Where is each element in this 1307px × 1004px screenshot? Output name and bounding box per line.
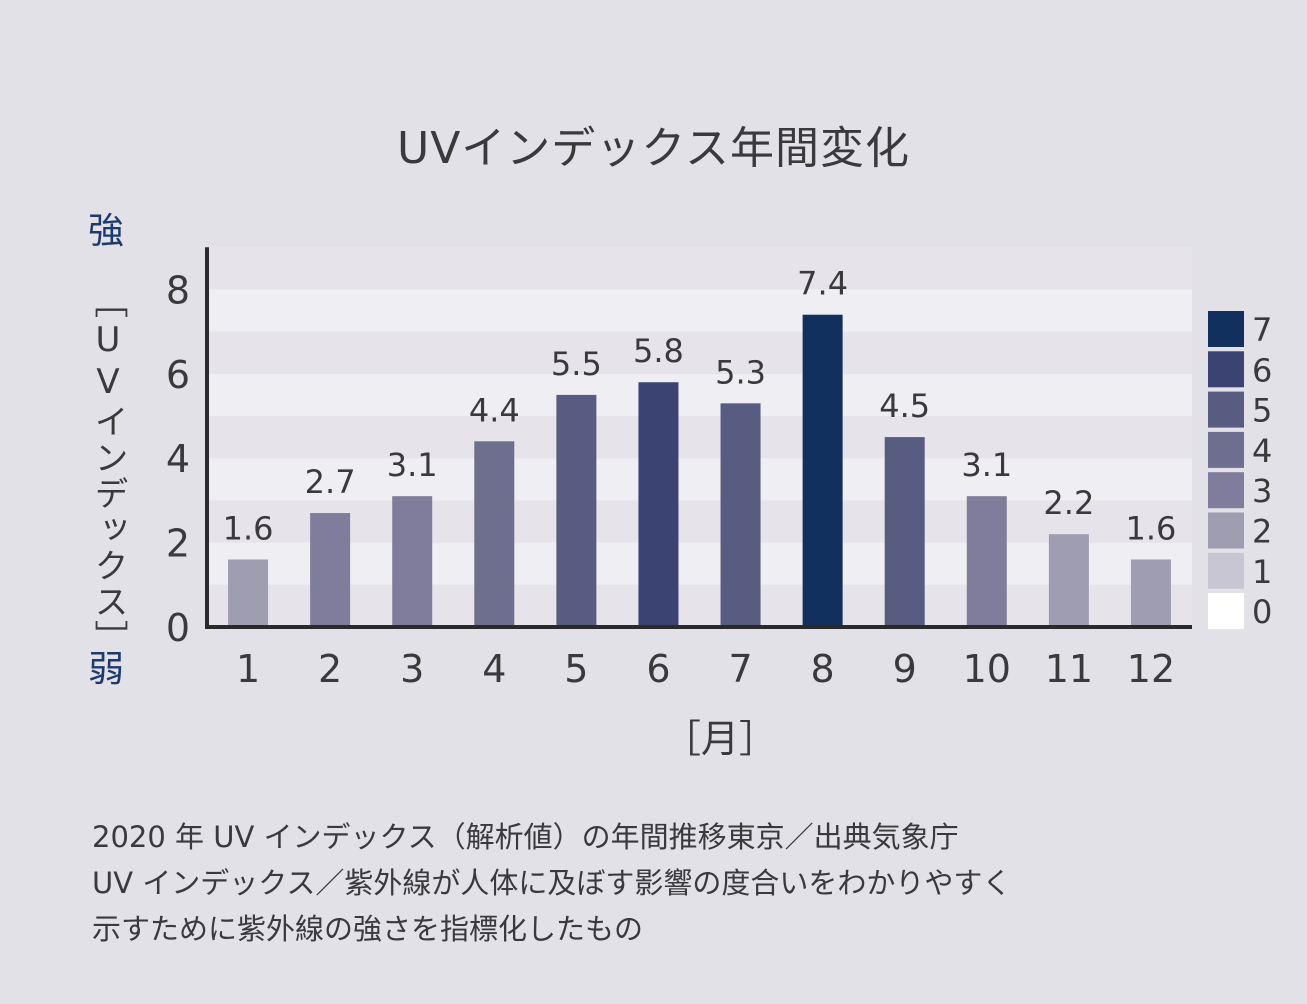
data-label: 5.3: [715, 353, 766, 391]
data-label: 3.1: [387, 446, 438, 484]
legend-swatch-6: [1208, 351, 1244, 388]
data-label: 4.5: [879, 387, 930, 425]
grid-band: [207, 458, 1192, 501]
legend-swatch-4: [1208, 431, 1244, 468]
footnote-line-1: 2020 年 UV インデックス（解析値）の年間推移東京／出典気象庁: [92, 820, 959, 854]
bar-month-4: [474, 441, 515, 627]
legend-label: 5: [1252, 392, 1272, 430]
data-label: 2.7: [305, 463, 356, 501]
bar-month-7: [720, 403, 761, 627]
grid-band: [207, 373, 1192, 416]
bar-month-1: [228, 559, 269, 627]
grid-band: [207, 584, 1192, 627]
x-tick-label: 5: [564, 647, 588, 691]
x-tick-label: 2: [318, 647, 342, 691]
legend-swatch-3: [1208, 472, 1244, 509]
weak-label: 弱: [88, 649, 125, 690]
y-tick-label: 4: [166, 437, 190, 481]
strong-label: 強: [88, 211, 125, 252]
bar-month-12: [1130, 559, 1171, 627]
legend-label: 0: [1252, 593, 1272, 631]
grid-band: [207, 542, 1192, 585]
x-tick-label: 4: [482, 647, 506, 691]
y-tick-label: 2: [166, 522, 190, 566]
data-label: 3.1: [961, 446, 1012, 484]
y-axis-label: ［UVインデックス］: [88, 284, 128, 656]
chart-title: UVインデックス年間変化: [397, 123, 910, 174]
x-tick-label: 9: [893, 647, 917, 691]
x-tick-label: 6: [646, 647, 670, 691]
legend-swatch-2: [1208, 512, 1244, 549]
legend-label: 7: [1252, 311, 1272, 349]
bar-month-3: [392, 496, 433, 627]
bar-month-6: [638, 382, 679, 627]
x-tick-label: 11: [1045, 647, 1093, 691]
data-label: 5.5: [551, 345, 602, 383]
x-tick-label: 12: [1127, 647, 1175, 691]
data-label: 1.6: [1126, 509, 1177, 547]
y-tick-label: 6: [166, 353, 190, 397]
grid-band: [207, 416, 1192, 459]
data-label: 4.4: [469, 391, 520, 429]
legend-label: 3: [1252, 472, 1272, 510]
legend-swatch-0: [1208, 593, 1244, 630]
legend-label: 2: [1252, 513, 1272, 551]
grid-band: [207, 331, 1192, 374]
legend-label: 6: [1252, 351, 1272, 389]
data-label: 5.8: [633, 332, 684, 370]
legend-swatch-7: [1208, 311, 1244, 347]
legend-swatch-1: [1208, 552, 1244, 589]
bar-month-5: [556, 394, 597, 627]
bar-month-11: [1048, 534, 1089, 627]
data-label: 1.6: [223, 509, 274, 547]
bar-month-9: [884, 437, 925, 627]
footnote-line-3: 示すために紫外線の強さを指標化したもの: [92, 912, 644, 946]
x-tick-label: 1: [236, 647, 260, 691]
footnote-line-2: UV インデックス／紫外線が人体に及ぼす影響の度合いをわかりやすく: [92, 866, 1012, 900]
x-tick-label: 10: [963, 647, 1011, 691]
data-label: 7.4: [797, 265, 848, 303]
x-tick-label: 3: [400, 647, 424, 691]
y-tick-label: 8: [166, 268, 190, 312]
bar-month-2: [310, 513, 351, 627]
data-label: 2.2: [1043, 484, 1094, 522]
grid-band: [207, 289, 1192, 332]
x-tick-label: 7: [728, 647, 752, 691]
y-tick-label: 0: [166, 606, 190, 650]
legend-label: 4: [1252, 432, 1272, 470]
bar-month-8: [802, 314, 843, 627]
x-axis-label: ［月］: [662, 717, 777, 761]
bar-month-10: [966, 496, 1007, 627]
legend-swatch-5: [1208, 391, 1244, 428]
grid-band: [207, 500, 1192, 543]
footnote: 2020 年 UV インデックス（解析値）の年間推移東京／出典気象庁 UV イン…: [92, 814, 1011, 952]
legend-label: 1: [1252, 553, 1272, 591]
grid-band: [207, 247, 1192, 290]
x-tick-label: 8: [811, 647, 835, 691]
